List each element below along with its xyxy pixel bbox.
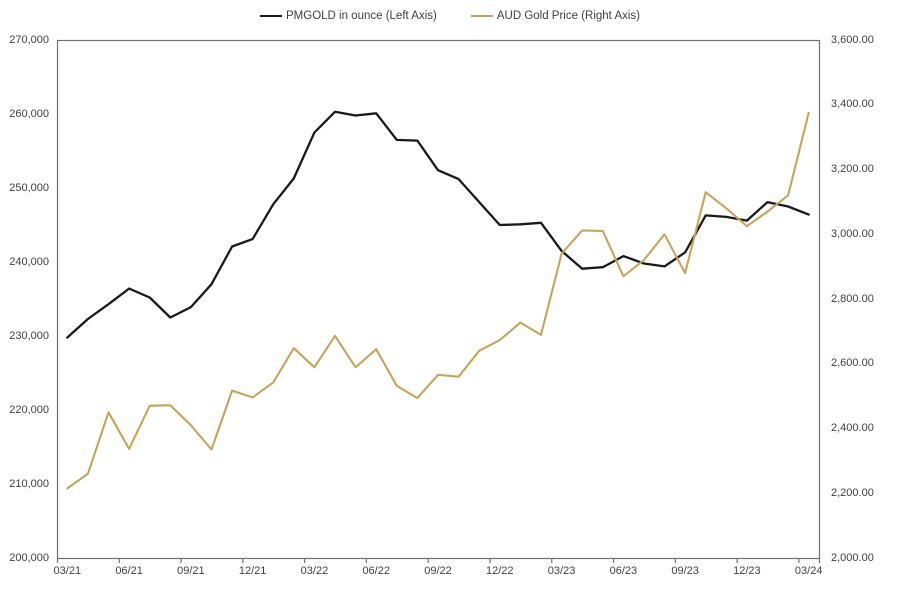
legend-item-pmgold: PMGOLD in ounce (Left Axis) <box>260 9 437 23</box>
left-axis-tick-label: 220,000 <box>9 403 49 416</box>
left-axis-tick-label: 260,000 <box>9 107 49 120</box>
series-pmgold-line <box>66 110 810 339</box>
x-axis-tick-label: 12/22 <box>486 565 514 577</box>
x-axis-tick-label: 09/21 <box>177 565 205 577</box>
legend-label: AUD Gold Price (Right Axis) <box>496 10 640 22</box>
x-axis-tick-label: 03/21 <box>53 565 82 577</box>
left-axis-tick-label: 200,000 <box>9 551 49 564</box>
series-aud-gold-line <box>66 111 810 490</box>
x-axis-tick-label: 09/22 <box>424 565 452 577</box>
x-axis-tick-label: 03/22 <box>300 565 329 577</box>
right-axis-tick-label: 3,600.00 <box>831 33 874 46</box>
left-axis-tick-label: 270,000 <box>9 33 49 46</box>
x-axis-tick-label: 09/23 <box>671 565 699 577</box>
x-axis-tick-label: 03/24 <box>794 565 823 577</box>
legend-line-swatch <box>470 15 493 17</box>
right-axis-tick-label: 2,400.00 <box>831 422 874 434</box>
right-axis-tick-label: 2,200.00 <box>831 486 874 499</box>
x-axis-tick-label: 06/23 <box>609 565 638 577</box>
right-axis-tick-label: 2,000.00 <box>831 551 874 564</box>
right-axis-tick-label: 3,400.00 <box>831 98 874 111</box>
x-axis-tick-label: 03/23 <box>547 565 576 577</box>
right-axis-tick-label: 3,200.00 <box>831 163 874 175</box>
x-axis-tick-label: 12/23 <box>733 565 761 577</box>
legend-line-swatch <box>260 15 282 17</box>
left-axis-tick-label: 240,000 <box>9 255 49 268</box>
legend-item-aud-gold: AUD Gold Price (Right Axis) <box>470 9 640 23</box>
left-axis-tick-label: 230,000 <box>9 329 49 342</box>
left-axis-tick-label: 250,000 <box>9 181 49 194</box>
right-axis-tick-label: 2,600.00 <box>831 357 874 370</box>
plot-border <box>56 39 821 560</box>
x-axis-tick-label: 06/22 <box>362 565 390 577</box>
right-axis-tick-label: 3,000.00 <box>831 227 874 240</box>
legend-label: PMGOLD in ounce (Left Axis) <box>286 10 437 22</box>
x-axis-tick-label: 06/21 <box>115 565 143 577</box>
x-axis-tick-label: 12/21 <box>238 565 267 577</box>
chart-legend: PMGOLD in ounce (Left Axis) AUD Gold Pric… <box>0 7 900 25</box>
left-axis-tick-label: 210,000 <box>9 477 49 490</box>
right-axis-tick-label: 2,800.00 <box>831 292 874 305</box>
